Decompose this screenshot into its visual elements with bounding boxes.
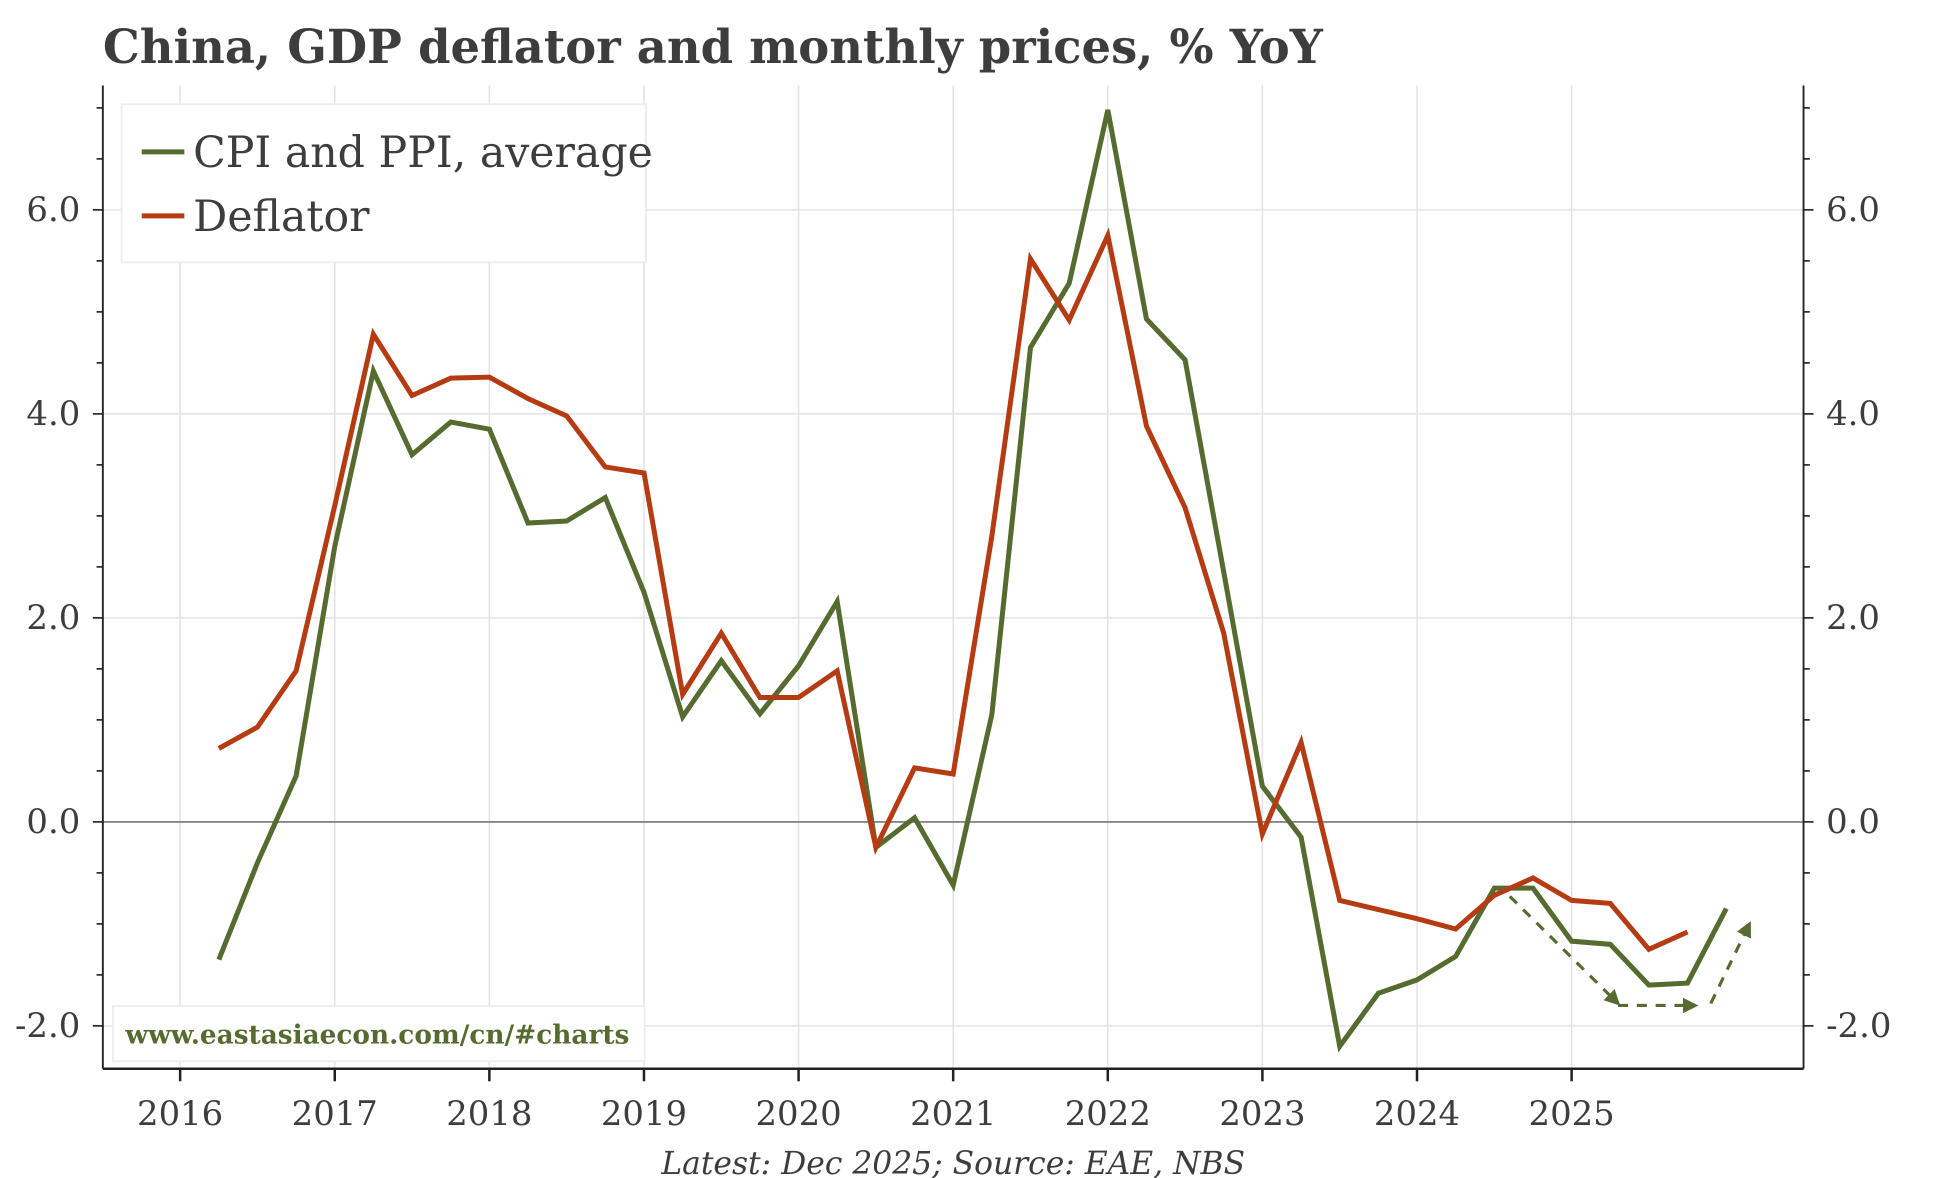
y-tick-label-left: 6.0 (26, 190, 80, 229)
series-lines (216, 109, 1729, 1053)
dashed-arrow (1508, 895, 1621, 1006)
legend-label-deflator: Deflator (193, 192, 370, 242)
x-tick-label: 2018 (446, 1094, 532, 1133)
x-tick-label: 2017 (292, 1094, 378, 1133)
y-tick-label-left: 4.0 (26, 394, 80, 433)
x-tick-label: 2025 (1529, 1094, 1615, 1133)
legend: CPI and PPI, average Deflator (120, 103, 653, 264)
x-tick-label: 2020 (755, 1094, 841, 1133)
source-note: Latest: Dec 2025; Source: EAE, NBS (660, 1146, 1245, 1178)
x-tick-label: 2024 (1374, 1094, 1460, 1133)
y-tick-label-right: 4.0 (1826, 394, 1880, 433)
chart-title: China, GDP deflator and monthly prices, … (103, 19, 1324, 74)
y-tick-label-right: 0.0 (1826, 802, 1880, 841)
legend-box (120, 103, 647, 264)
watermark-text: www.eastasiaecon.com/cn/#charts (124, 1020, 629, 1051)
axes: -2.0 -2.0 0.0 0.0 2.0 2.0 4.0 4.0 6.0 6.0 2016 2017… (15, 85, 1891, 1133)
y-tick-label-right: 2.0 (1826, 598, 1880, 637)
y-tick-label-right: 6.0 (1826, 190, 1880, 229)
y-tick-label-right: -2.0 (1826, 1006, 1891, 1045)
x-tick-label: 2021 (910, 1094, 996, 1133)
watermark: www.eastasiaecon.com/cn/#charts (111, 1005, 646, 1063)
x-tick-label: 2023 (1219, 1094, 1305, 1133)
y-tick-label-left: 0.0 (26, 802, 80, 841)
x-tick-label: 2016 (137, 1094, 223, 1133)
dashed-arrow (1709, 921, 1751, 1005)
x-tick-label: 2022 (1065, 1094, 1151, 1133)
legend-label-cpi-ppi: CPI and PPI, average (193, 128, 653, 178)
annotations (1508, 895, 1751, 1014)
watermark-box (111, 1005, 646, 1063)
x-tick-label: 2019 (601, 1094, 687, 1133)
y-tick-label-left: -2.0 (15, 1006, 80, 1045)
line-cpi-ppi-average (216, 109, 1729, 1053)
y-tick-label-left: 2.0 (26, 598, 80, 637)
